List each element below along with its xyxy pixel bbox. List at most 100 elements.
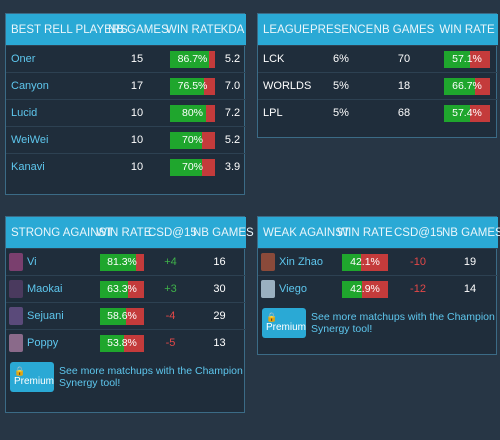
win-rate-bar-fill — [444, 50, 471, 68]
champion-name: Poppy — [27, 337, 59, 349]
table-row[interactable]: LPL 5% 68 57.4% — [258, 99, 498, 126]
column-header[interactable]: NB GAMES — [108, 14, 169, 46]
table-row[interactable]: Canyon 17 76.5% 7.0 — [6, 72, 246, 100]
csd-value: -12 — [394, 275, 442, 302]
win-rate-bar: 86.7% — [170, 50, 215, 68]
leagues-panel: LEAGUE PRESENCE NB GAMES WIN RATE LCK 6% 7… — [257, 13, 498, 138]
column-header[interactable]: NB GAMES — [193, 217, 254, 249]
champion-name: Maokai — [27, 283, 63, 295]
column-header[interactable]: WEAK AGAINST — [258, 217, 350, 249]
win-rate-value: 86.7% — [177, 52, 208, 65]
best-players-header: BEST RELL PLAYERS NB GAMES WIN RATE KDA — [6, 14, 246, 46]
table-row[interactable]: Maokai 63.3% +3 30 — [6, 275, 246, 303]
win-rate-cell: 58.6% — [96, 302, 148, 330]
leagues-table: LEAGUE PRESENCE NB GAMES WIN RATE LCK 6% 7… — [258, 14, 498, 126]
table-row[interactable]: Poppy 53.8% -5 13 — [6, 329, 246, 356]
presence-value: 5% — [310, 99, 372, 126]
league-name[interactable]: LPL — [258, 99, 310, 126]
champion-cell[interactable]: Xin Zhao — [258, 248, 336, 276]
best-players-table: BEST RELL PLAYERS NB GAMES WIN RATE KDA … — [6, 14, 246, 180]
column-header[interactable]: WIN RATE — [336, 217, 394, 249]
csd-value: -4 — [148, 302, 193, 330]
table-row[interactable]: WORLDS 5% 18 66.7% — [258, 72, 498, 100]
weak-against-panel: WEAK AGAINST WIN RATE CSD@15 NB GAMES Xi… — [257, 216, 500, 355]
win-rate-bar: 70% — [170, 131, 215, 149]
win-rate-cell: 63.3% — [96, 275, 148, 303]
column-header[interactable]: WIN RATE — [436, 14, 498, 46]
strong-against-table: STRONG AGAINST WIN RATE CSD@15 NB GAMES … — [6, 217, 254, 356]
premium-button-label: Premium — [14, 376, 55, 387]
table-row[interactable]: WeiWei 10 70% 5.2 — [6, 126, 246, 154]
win-rate-value: 70% — [181, 160, 203, 173]
table-row[interactable]: Xin Zhao 42.1% -10 19 — [258, 248, 498, 276]
column-header[interactable]: WIN RATE — [96, 217, 151, 249]
weak-against-header: WEAK AGAINST WIN RATE CSD@15 NB GAMES — [258, 217, 500, 249]
league-name[interactable]: LCK — [258, 45, 310, 73]
win-rate-value: 81.3% — [107, 255, 137, 268]
champion-cell[interactable]: Maokai — [6, 275, 96, 303]
maokai-portrait-icon — [9, 280, 23, 298]
win-rate-bar-fill — [444, 77, 475, 95]
column-header[interactable]: NB GAMES — [442, 217, 500, 249]
table-row[interactable]: Vi 81.3% +4 16 — [6, 248, 246, 276]
win-rate-cell: 53.8% — [96, 329, 148, 356]
player-name[interactable]: WeiWei — [6, 126, 108, 154]
win-rate-cell: 66.7% — [436, 72, 498, 100]
win-rate-bar-fill — [444, 104, 471, 122]
player-name[interactable]: Oner — [6, 45, 108, 73]
column-header[interactable]: BEST RELL PLAYERS — [6, 14, 128, 46]
league-name[interactable]: WORLDS — [258, 72, 311, 100]
champion-synergy-link[interactable]: See more matchups with the Champion Syne… — [311, 311, 495, 335]
table-row[interactable]: LCK 6% 70 57.1% — [258, 45, 498, 73]
win-rate-bar: 53.8% — [100, 334, 144, 352]
csd-value: -10 — [394, 248, 442, 276]
champion-cell[interactable]: Viego — [258, 275, 336, 302]
win-rate-cell: 80% — [166, 99, 219, 127]
player-name[interactable]: Kanavi — [6, 153, 108, 180]
champion-synergy-link[interactable]: See more matchups with the Champion Syne… — [59, 365, 243, 389]
table-row[interactable]: Viego 42.9% -12 14 — [258, 275, 498, 302]
column-header[interactable]: CSD@15 — [394, 217, 443, 249]
table-row[interactable]: Lucid 10 80% 7.2 — [6, 99, 246, 127]
column-header[interactable]: CSD@15 — [148, 217, 197, 249]
win-rate-value: 66.7% — [452, 79, 482, 92]
win-rate-bar-fill — [342, 280, 362, 298]
win-rate-cell: 57.4% — [436, 99, 498, 126]
player-name[interactable]: Lucid — [6, 99, 108, 127]
win-rate-bar-fill — [170, 158, 202, 176]
premium-promo: 🔒 Premium See more matchups with the Cha… — [6, 356, 244, 392]
table-row[interactable]: Sejuani 58.6% -4 29 — [6, 302, 246, 330]
champion-cell[interactable]: Vi — [6, 248, 96, 276]
win-rate-value: 42.9% — [350, 282, 380, 295]
win-rate-cell: 42.1% — [336, 248, 394, 276]
premium-button[interactable]: 🔒 Premium — [10, 362, 55, 392]
games-count: 10 — [108, 99, 166, 127]
xin-zhao-portrait-icon — [261, 253, 275, 271]
win-rate-value: 80% — [181, 106, 203, 119]
win-rate-cell: 42.9% — [336, 275, 394, 302]
win-rate-bar: 76.5% — [170, 77, 215, 95]
column-header[interactable]: LEAGUE — [258, 14, 310, 46]
win-rate-bar-fill — [100, 307, 126, 325]
win-rate-bar-fill — [100, 334, 124, 352]
kda-value: 7.0 — [219, 72, 246, 100]
table-row[interactable]: Oner 15 86.7% 5.2 — [6, 45, 246, 73]
column-header[interactable]: KDA — [219, 14, 246, 46]
win-rate-bar: 58.6% — [100, 307, 144, 325]
player-name[interactable]: Canyon — [6, 72, 108, 100]
games-count: 70 — [372, 45, 436, 73]
table-row[interactable]: Kanavi 10 70% 3.9 — [6, 153, 246, 180]
sejuani-portrait-icon — [9, 307, 23, 325]
column-header[interactable]: WIN RATE — [166, 14, 221, 46]
champion-cell[interactable]: Sejuani — [6, 302, 96, 330]
premium-button[interactable]: 🔒 Premium — [262, 308, 307, 338]
games-count: 17 — [108, 72, 166, 100]
win-rate-cell: 86.7% — [166, 45, 219, 73]
champion-cell[interactable]: Poppy — [6, 329, 96, 356]
games-count: 30 — [193, 275, 246, 303]
viego-portrait-icon — [261, 280, 275, 298]
column-header[interactable]: PRESENCE — [310, 14, 373, 46]
games-count: 19 — [442, 248, 498, 276]
column-header[interactable]: STRONG AGAINST — [6, 217, 113, 249]
column-header[interactable]: NB GAMES — [372, 14, 436, 46]
